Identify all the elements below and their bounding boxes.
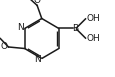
Text: OH: OH: [86, 14, 100, 23]
Text: O: O: [33, 0, 40, 5]
Text: B: B: [71, 24, 78, 33]
Text: N: N: [34, 55, 40, 64]
Text: N: N: [17, 23, 23, 32]
Text: OH: OH: [86, 34, 100, 43]
Text: O: O: [1, 43, 8, 51]
